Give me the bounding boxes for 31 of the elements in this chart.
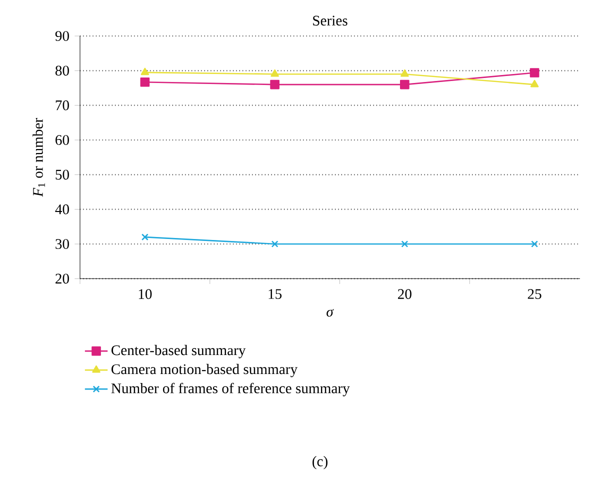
x-tick-label: 10 [138,289,152,300]
legend-label: Center-based summary [112,345,246,358]
x-tick-label: 20 [398,289,412,300]
y-tick-label: 90 [55,31,69,42]
point [400,80,410,90]
point [400,70,409,77]
y-tick-label: 60 [56,135,69,146]
point [271,240,278,248]
y-tick-label: 20 [56,274,69,284]
legend-label: Camera motion-based summary [112,364,298,378]
chart-title: Series [313,16,348,26]
point [140,68,150,76]
point [530,68,540,78]
x-tick-label: 15 [268,289,282,300]
point [401,240,408,248]
y-axis-title: F$_{1}$ or number [32,118,45,198]
point [530,80,539,88]
legend-label: Number of frames of reference summary [111,383,350,396]
text: (c) [312,456,328,470]
point [141,234,148,241]
point [531,240,538,248]
point [140,78,150,87]
y-tick-label: 50 [56,170,69,180]
point [270,80,280,90]
y-tick-label: 40 [55,204,69,214]
x-tick-label: 25 [528,289,542,300]
y-tick-label: 80 [55,66,69,76]
x-axis-title: σ [326,309,334,317]
point [270,70,279,77]
y-tick-label: 70 [56,100,69,110]
y-tick-label: 30 [56,239,69,250]
